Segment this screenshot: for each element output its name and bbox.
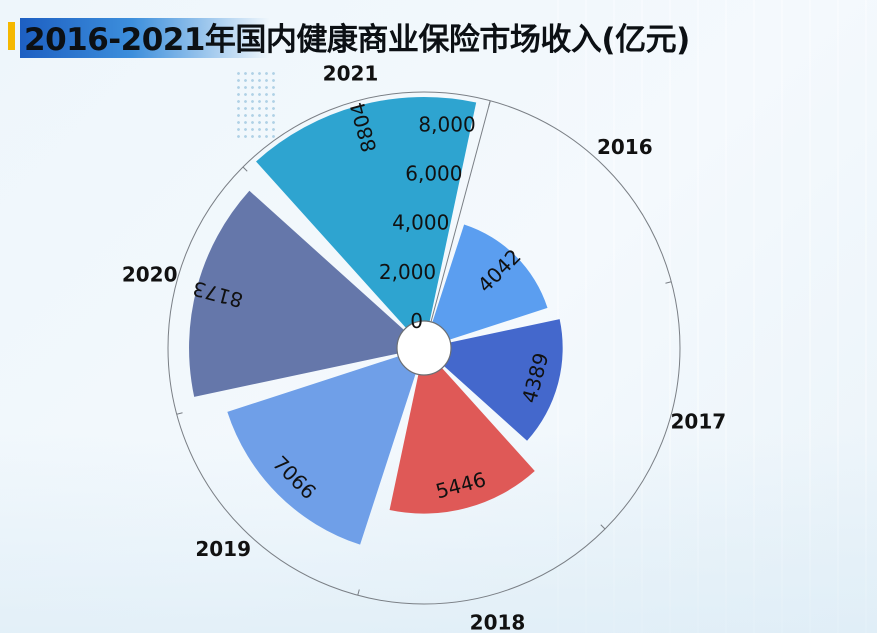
radial-tick-label: 0 bbox=[410, 309, 423, 333]
bar-2018 bbox=[389, 368, 535, 514]
bar-2021 bbox=[256, 96, 477, 328]
radial-axis-line bbox=[430, 100, 491, 323]
polar-outer-circle bbox=[167, 91, 681, 605]
bar-2017 bbox=[444, 319, 563, 441]
title-accent-bar bbox=[8, 22, 15, 50]
category-label-2017: 2017 bbox=[670, 410, 726, 434]
outer-tick-mark bbox=[665, 281, 672, 284]
bar-2019 bbox=[227, 356, 416, 545]
radial-tick-label: 8,000 bbox=[418, 112, 475, 136]
radial-tick-label: 2,000 bbox=[379, 260, 436, 284]
category-label-2021: 2021 bbox=[323, 62, 379, 86]
radial-tick-label: 6,000 bbox=[405, 161, 462, 185]
category-label-2020: 2020 bbox=[122, 262, 178, 286]
category-label-2019: 2019 bbox=[195, 537, 251, 561]
title-highlight-band bbox=[20, 18, 270, 58]
chart-title: 2016-2021年国内健康商业保险市场收入(亿元) bbox=[24, 22, 690, 58]
outer-tick-mark bbox=[176, 412, 183, 415]
bar-2016 bbox=[432, 224, 548, 340]
category-label-2016: 2016 bbox=[597, 135, 653, 159]
category-label-2018: 2018 bbox=[470, 610, 526, 633]
bar-2020 bbox=[189, 190, 404, 397]
radial-tick-label: 4,000 bbox=[392, 211, 449, 235]
background-dots bbox=[235, 70, 275, 140]
title-bar: 2016-2021年国内健康商业保险市场收入(亿元) bbox=[0, 8, 860, 58]
outer-tick-mark bbox=[242, 166, 248, 172]
outer-tick-mark bbox=[357, 589, 360, 596]
outer-tick-mark bbox=[600, 524, 606, 530]
polar-inner-circle bbox=[396, 320, 452, 376]
